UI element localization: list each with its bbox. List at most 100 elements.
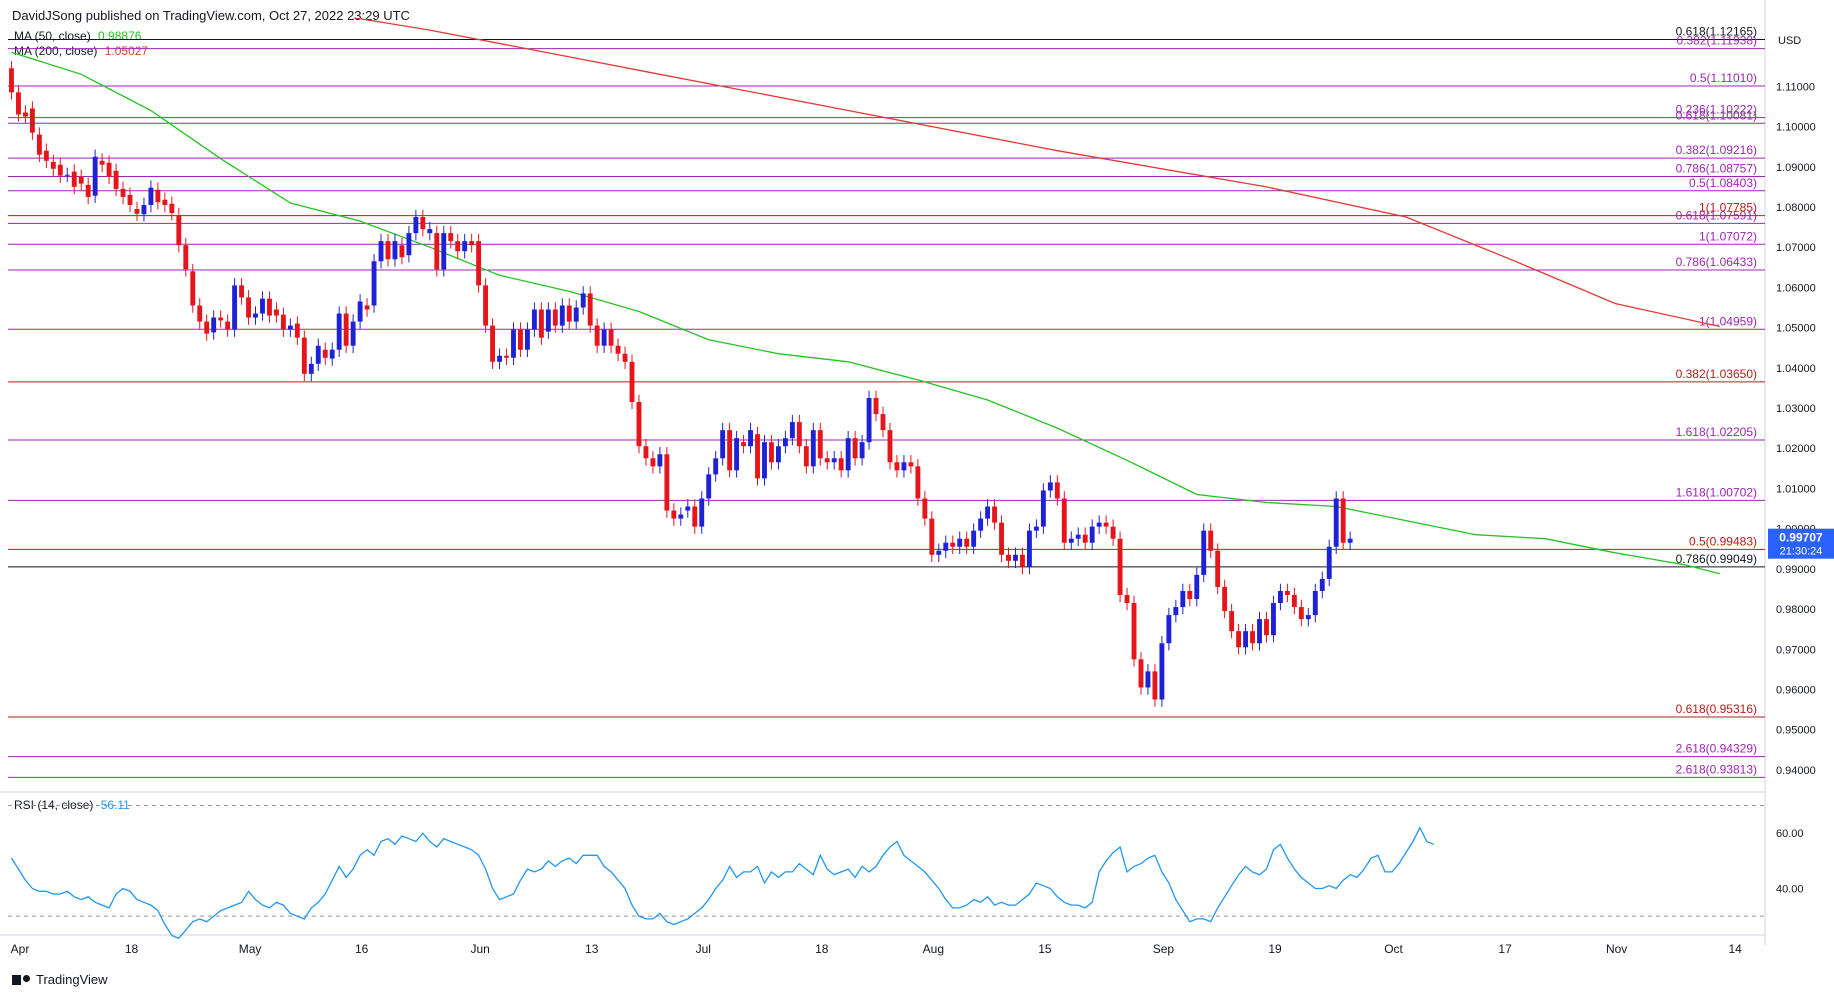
candle (1208, 523, 1214, 558)
time-axis-label: Aug (923, 942, 944, 956)
candle (559, 298, 565, 333)
candle (1264, 611, 1269, 643)
candle (1145, 664, 1151, 695)
candle (782, 430, 788, 454)
time-axis-label: Nov (1606, 942, 1627, 956)
candle (462, 233, 468, 259)
level-label: 0.236(1.10222) (1676, 103, 1757, 117)
level-label: 1.618(1.00702) (1676, 485, 1757, 499)
tradingview-logo[interactable]: TradingView (12, 972, 108, 987)
candle (524, 322, 530, 357)
candle (1068, 531, 1074, 550)
candle (92, 149, 98, 203)
candle (1026, 523, 1032, 575)
candle (845, 430, 851, 478)
rsi-legend-value: 56.11 (100, 798, 130, 812)
candle (852, 430, 858, 466)
candle (343, 306, 349, 353)
candle (16, 85, 21, 122)
candle (894, 455, 900, 478)
price-tick-label: 1.08000 (1776, 202, 1816, 214)
candle (141, 197, 147, 222)
candle (1117, 531, 1123, 603)
price-tick-label: 1.03000 (1776, 403, 1816, 415)
candle (204, 314, 210, 341)
ma50-line (11, 51, 1720, 575)
candle (260, 291, 265, 321)
price-tick-label: 1.04000 (1776, 363, 1816, 375)
candle (873, 390, 879, 422)
time-axis-label: May (239, 942, 262, 956)
candle (315, 338, 321, 372)
candle (511, 322, 516, 365)
candle (1333, 491, 1339, 554)
candle (476, 233, 482, 293)
candle (1131, 595, 1137, 667)
candle (1319, 571, 1325, 599)
price-tick-label: 0.94000 (1776, 765, 1816, 777)
candle (1340, 491, 1346, 550)
candle (803, 438, 809, 474)
candle (964, 531, 970, 554)
candle (741, 434, 747, 454)
candle (322, 342, 328, 365)
candle (1222, 579, 1228, 619)
candle (629, 354, 635, 410)
candle (650, 451, 656, 474)
candle (1152, 664, 1158, 707)
tradingview-logo-icon (12, 974, 30, 985)
candle (950, 535, 956, 554)
candle (601, 322, 607, 353)
rsi-legend-label: RSI (14, close) (14, 798, 94, 812)
time-axis-label: 14 (1728, 942, 1742, 956)
candle (720, 422, 726, 466)
candle (608, 322, 614, 353)
rsi-legend: RSI (14, close) 56.11 (14, 798, 130, 812)
candle (371, 254, 377, 313)
price-tick-label: 0.95000 (1776, 725, 1816, 737)
candle (162, 192, 168, 213)
candle (901, 455, 907, 478)
candle (176, 207, 182, 253)
candle (552, 302, 558, 333)
candle (762, 434, 767, 486)
time-axis-label: 13 (585, 942, 599, 956)
candle (364, 298, 370, 317)
candle (1110, 519, 1116, 546)
time-axis-label: 18 (815, 942, 829, 956)
rsi-line (10, 826, 1435, 940)
ma200-legend: MA (200, close) 1.05027 (14, 44, 148, 58)
candle (1013, 547, 1018, 569)
candle (538, 302, 544, 345)
candle (1054, 475, 1060, 506)
price-tick-label: 0.99000 (1776, 564, 1816, 576)
candle (685, 499, 691, 518)
candle (350, 314, 356, 353)
candle (706, 467, 712, 506)
candle (448, 225, 454, 249)
candle (1006, 547, 1011, 569)
candle (922, 491, 928, 526)
candle (483, 278, 489, 333)
candle (810, 422, 816, 474)
level-label: 0.5(1.08403) (1689, 176, 1757, 190)
candle (908, 455, 914, 474)
rsi-tick-label: 40.00 (1776, 884, 1804, 896)
candle (999, 515, 1004, 563)
time-axis-label: Jun (470, 942, 489, 956)
candle (120, 181, 126, 205)
candle (1298, 599, 1304, 627)
candle (643, 438, 649, 466)
candle (427, 221, 433, 241)
candle (1284, 583, 1290, 603)
candle (113, 163, 119, 197)
candle (1326, 539, 1332, 587)
price-tick-label: 1.09000 (1776, 162, 1816, 174)
candle (1138, 652, 1144, 695)
level-label: 0.786(1.08757) (1676, 162, 1757, 176)
candle (531, 302, 537, 337)
time-axis-label: Jul (696, 942, 711, 956)
level-label: 0.382(1.03650) (1676, 367, 1757, 381)
candle (9, 61, 14, 100)
